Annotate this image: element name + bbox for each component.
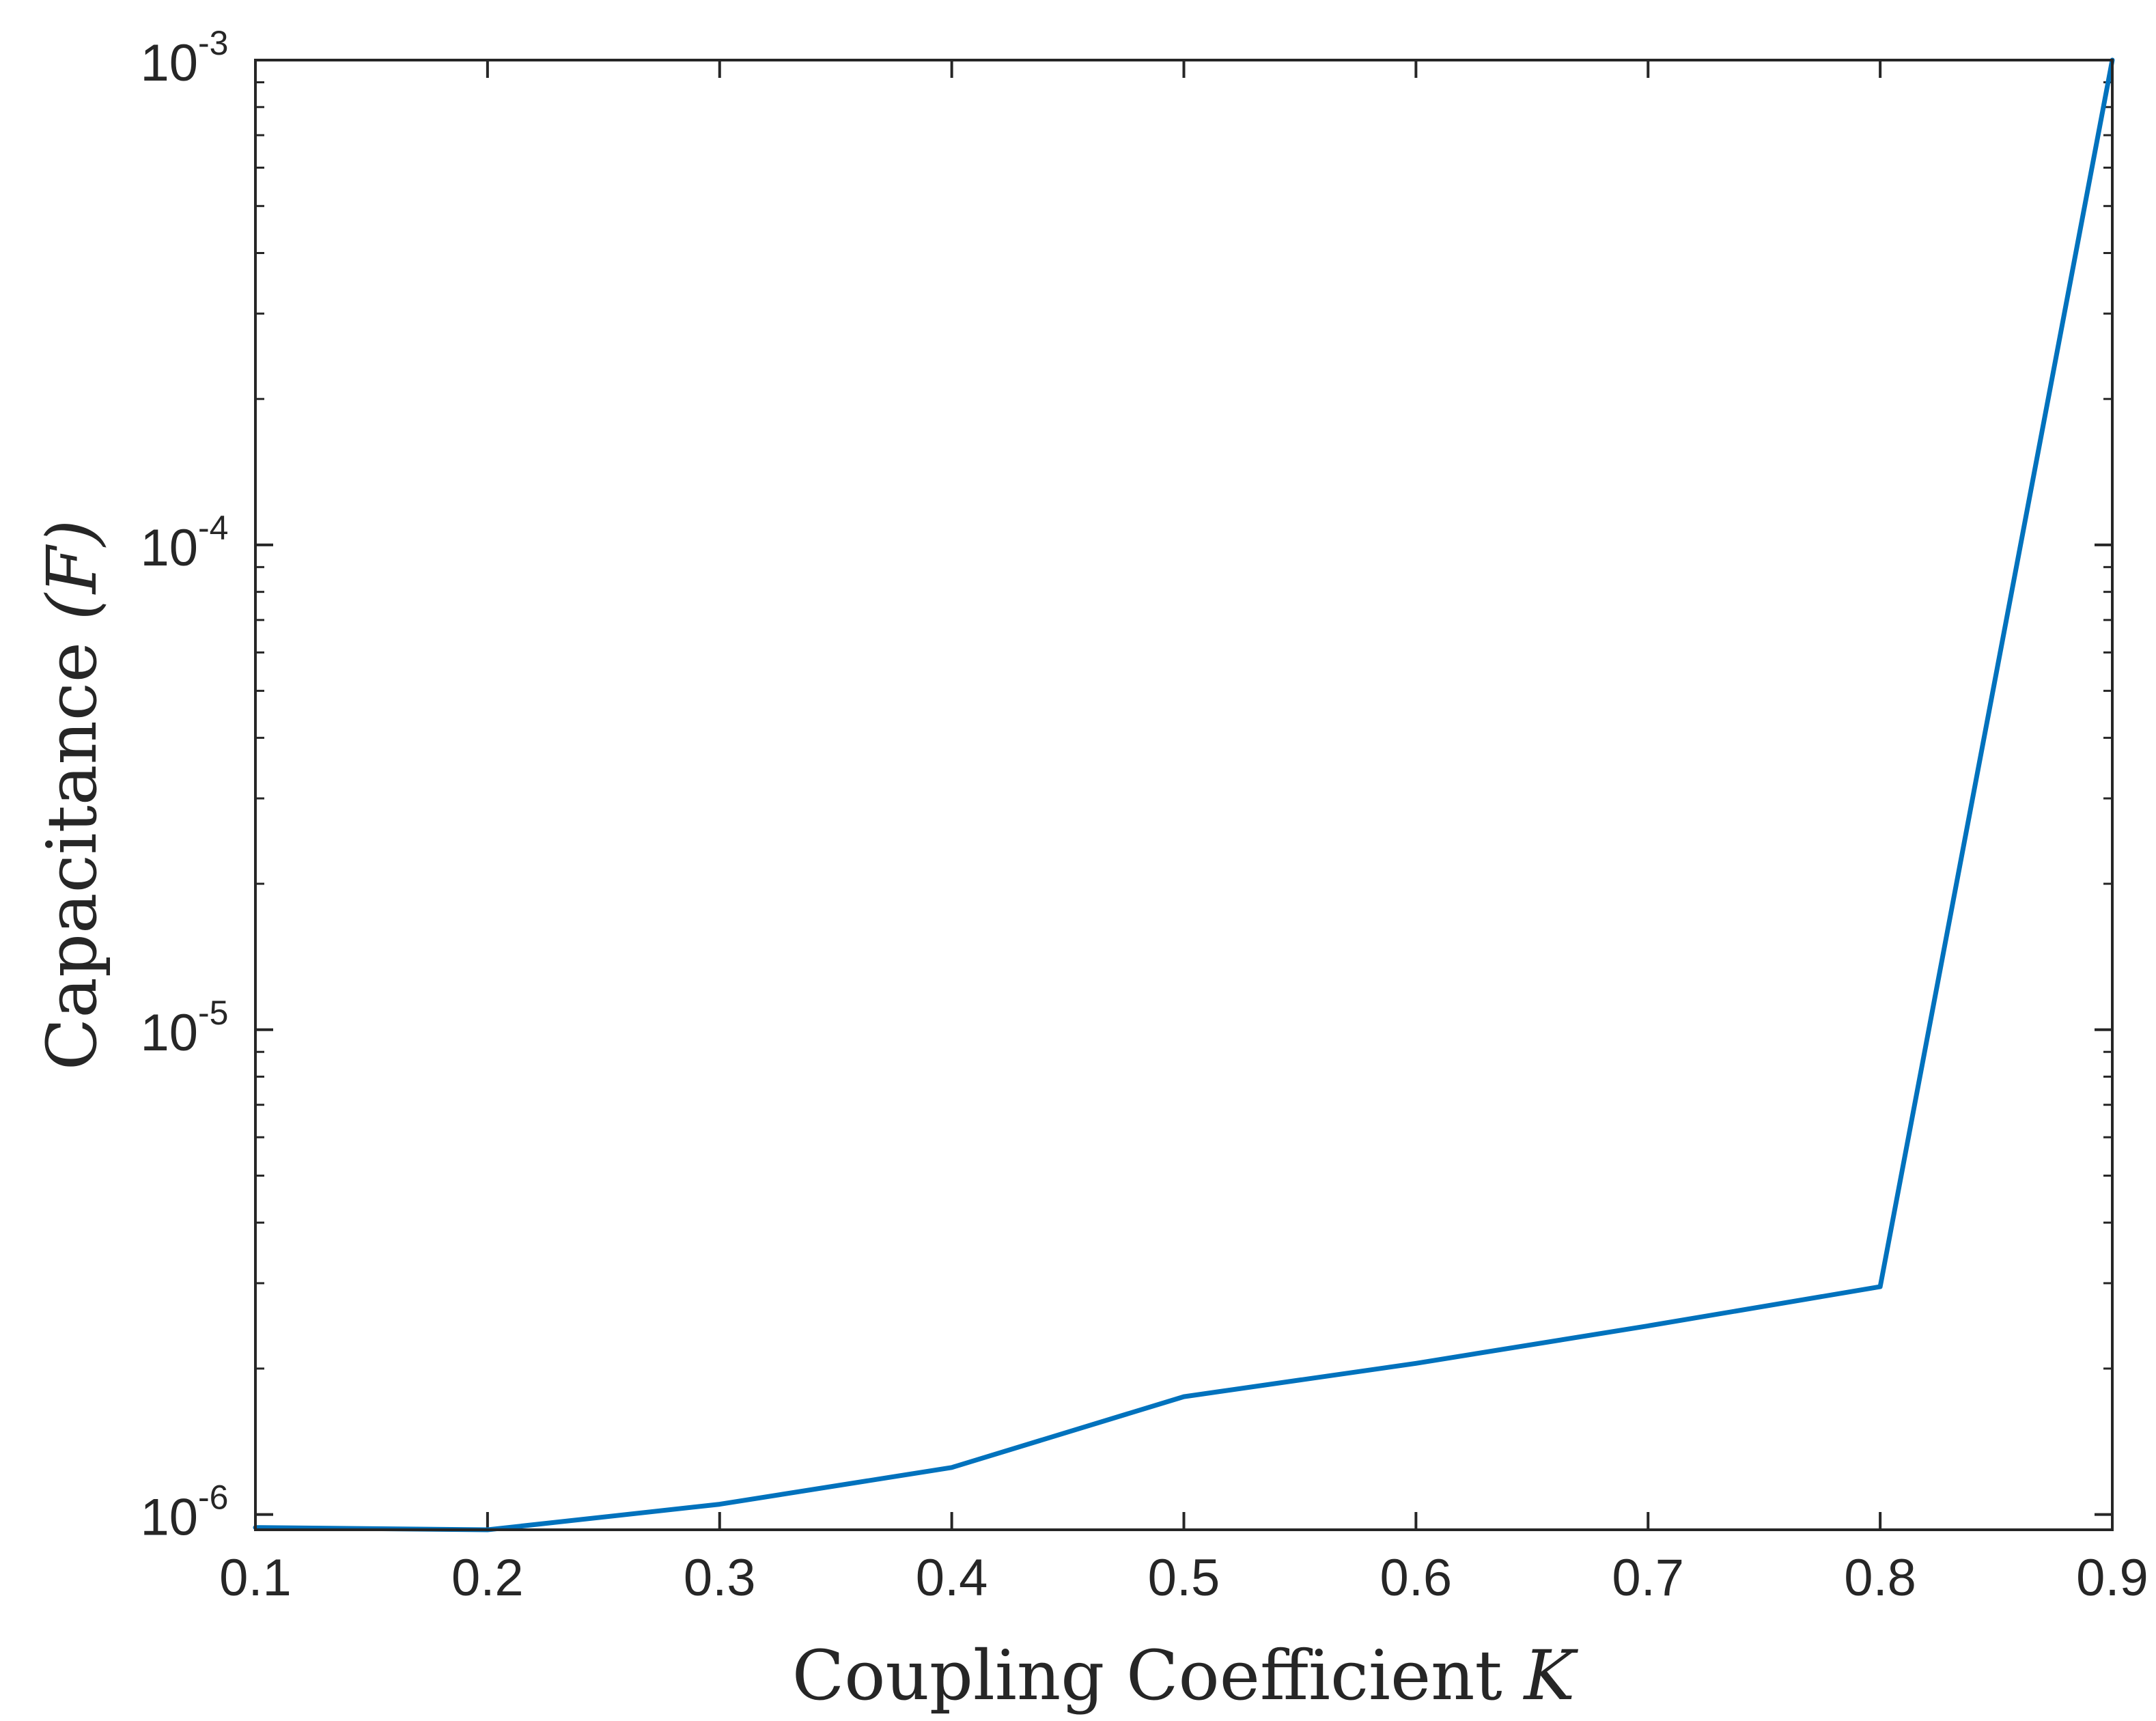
y-tick-label: 10 xyxy=(140,1004,198,1062)
x-tick-label: 0.9 xyxy=(2076,1549,2148,1607)
y-tick-base: 10 xyxy=(140,34,198,92)
x-tick-label: 0.2 xyxy=(451,1549,524,1607)
x-axis-ticks: 0.1 0.2 0.3 0.4 0.5 0.6 0.7 0.8 0.9 xyxy=(219,60,2148,1607)
y-tick-label: 10 xyxy=(140,519,198,577)
y-tick-base: 10 xyxy=(140,1004,198,1062)
y-axis-label-symbol: (F) xyxy=(32,520,112,620)
series-group xyxy=(253,57,2115,1533)
y-axis-label: Capacitance (F) xyxy=(32,520,112,1070)
x-tick-label: 0.3 xyxy=(684,1549,756,1607)
y-tick-label: 10 xyxy=(140,1489,198,1547)
x-tick-label: 0.8 xyxy=(1844,1549,1916,1607)
y-tick-base: 10 xyxy=(140,1489,198,1547)
x-axis-label: Coupling Coefficient K xyxy=(792,1636,1579,1716)
x-tick-label: 0.4 xyxy=(916,1549,988,1607)
series-line-0 xyxy=(253,57,2115,1533)
plot-frame xyxy=(254,59,2114,1531)
y-tick-exponent: -6 xyxy=(198,1479,228,1517)
y-axis-ticks: 10-610-510-410-3 xyxy=(140,24,2112,1547)
y-tick-base: 10 xyxy=(140,519,198,577)
x-axis-label-symbol: K xyxy=(1523,1636,1579,1716)
y-tick-label: 10 xyxy=(140,34,198,92)
minor-ticks xyxy=(255,81,2112,1370)
x-tick-label: 0.1 xyxy=(219,1549,292,1607)
plot-area xyxy=(255,60,2112,1530)
y-tick-exponent: -3 xyxy=(198,24,228,62)
x-tick-label: 0.7 xyxy=(1612,1549,1684,1607)
x-tick-label: 0.5 xyxy=(1148,1549,1220,1607)
y-tick-exponent: -4 xyxy=(198,509,228,547)
x-tick-label: 0.6 xyxy=(1380,1549,1453,1607)
x-axis-label-text: Coupling Coefficient xyxy=(792,1636,1502,1716)
y-axis-label-text: Capacitance xyxy=(32,642,112,1070)
y-tick-exponent: -5 xyxy=(198,994,228,1032)
